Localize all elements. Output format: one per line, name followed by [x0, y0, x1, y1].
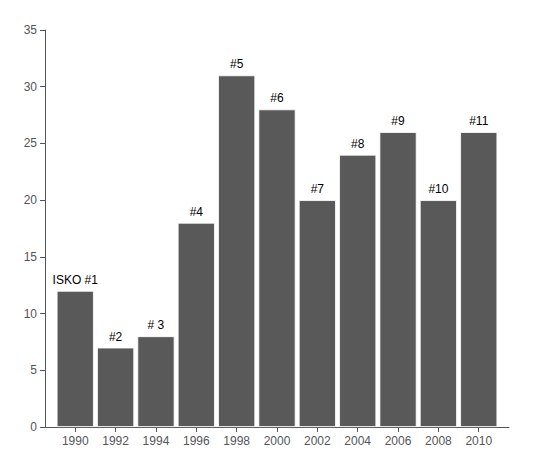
- svg-text:1992: 1992: [102, 434, 129, 448]
- svg-text:10: 10: [24, 307, 38, 321]
- svg-text:#8: #8: [351, 137, 365, 151]
- svg-text:#4: #4: [190, 205, 204, 219]
- svg-text:#9: #9: [391, 114, 405, 128]
- svg-text:#11: #11: [469, 114, 488, 128]
- svg-text:ISKO #1: ISKO #1: [53, 273, 99, 287]
- svg-text:20: 20: [24, 193, 38, 207]
- svg-text:1990: 1990: [62, 434, 89, 448]
- svg-text:2006: 2006: [385, 434, 412, 448]
- svg-text:#6: #6: [270, 91, 284, 105]
- svg-text:#2: #2: [109, 330, 123, 344]
- svg-text:30: 30: [24, 80, 38, 94]
- svg-text:#7: #7: [311, 182, 325, 196]
- svg-text:1998: 1998: [223, 434, 250, 448]
- svg-text:25: 25: [24, 136, 38, 150]
- svg-text:5: 5: [30, 363, 37, 377]
- svg-text:# 3: # 3: [148, 318, 165, 332]
- svg-text:0: 0: [30, 420, 37, 434]
- svg-text:2008: 2008: [425, 434, 452, 448]
- svg-text:2000: 2000: [264, 434, 291, 448]
- svg-text:15: 15: [24, 250, 38, 264]
- svg-text:2004: 2004: [344, 434, 371, 448]
- svg-text:1994: 1994: [143, 434, 170, 448]
- svg-text:35: 35: [24, 23, 38, 37]
- svg-text:2002: 2002: [304, 434, 331, 448]
- svg-text:2010: 2010: [465, 434, 492, 448]
- svg-text:1996: 1996: [183, 434, 210, 448]
- svg-text:#10: #10: [428, 182, 448, 196]
- svg-text:#5: #5: [230, 57, 244, 71]
